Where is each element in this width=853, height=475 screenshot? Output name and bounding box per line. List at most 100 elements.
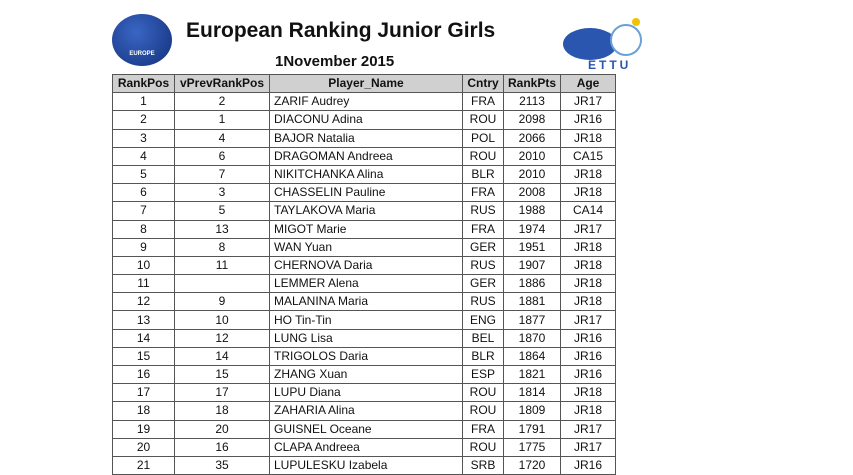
table-cell: JR17 (560, 419, 617, 439)
logo-text: EUROPE (129, 51, 155, 57)
table-cell: 1 (112, 92, 175, 112)
table-row: 9 8 WAN Yuan GER 1951 JR18 (112, 237, 617, 257)
table-cell: LUNG Lisa (269, 328, 463, 348)
table-cell (174, 274, 270, 294)
table-cell: ZHANG Xuan (269, 364, 463, 385)
table-row: 1 2 ZARIF Audrey FRA 2113 JR17 (112, 92, 617, 112)
table-cell: 5 (112, 164, 175, 185)
table-cell: 11 (174, 255, 270, 276)
table-cell: JR17 (560, 219, 617, 239)
table-cell: 1877 (502, 310, 562, 330)
table-cell: 1864 (502, 346, 562, 367)
table-cell: 4 (112, 146, 175, 166)
table-row: 19 20 GUISNEL Oceane FRA 1791 JR17 (112, 419, 617, 439)
table-row: 8 13 MIGOT Marie FRA 1974 JR17 (112, 219, 617, 239)
logo-ball (610, 24, 642, 56)
table-row: 6 3 CHASSELIN Pauline FRA 2008 JR18 (112, 183, 617, 203)
table-cell: 10 (112, 255, 175, 276)
logo-shape (563, 28, 617, 60)
table-cell: 14 (112, 328, 175, 348)
ettu-logo: ETTU (560, 16, 650, 72)
table-row: 18 18 ZAHARIA Alina ROU 1809 JR18 (112, 401, 617, 421)
table-cell: CHASSELIN Pauline (269, 183, 463, 203)
table-row: 12 9 MALANINA Maria RUS 1881 JR18 (112, 292, 617, 312)
table-cell: 11 (112, 274, 175, 294)
table-cell: ROU (462, 110, 504, 130)
table-cell: GUISNEL Oceane (269, 419, 463, 439)
table-cell: LUPU Diana (269, 383, 463, 403)
table-cell: 13 (174, 219, 270, 239)
table-cell: ROU (462, 383, 504, 403)
table-cell: 1881 (502, 292, 562, 312)
table-cell: RUS (462, 255, 504, 276)
table-cell: POL (462, 128, 504, 148)
table-cell: 2010 (502, 164, 562, 185)
table-cell: 35 (174, 455, 270, 475)
table-cell: 16 (112, 364, 175, 385)
table-cell: 12 (174, 328, 270, 348)
table-cell: 7 (112, 201, 175, 221)
table-cell: NIKITCHANKA Alina (269, 164, 463, 185)
table-cell: FRA (462, 419, 504, 439)
table-cell: MIGOT Marie (269, 219, 463, 239)
table-cell: LUPULESKU Izabela (269, 455, 463, 475)
table-cell: JR18 (560, 383, 617, 403)
table-row: 2 1 DIACONU Adina ROU 2098 JR16 (112, 110, 617, 130)
table-cell: 4 (174, 128, 270, 148)
table-cell: BAJOR Natalia (269, 128, 463, 148)
table-cell: 12 (112, 292, 175, 312)
table-cell: 3 (112, 128, 175, 148)
table-cell: 1974 (502, 219, 562, 239)
table-cell: CA14 (560, 201, 617, 221)
table-cell: BLR (462, 164, 504, 185)
table-cell: BLR (462, 346, 504, 367)
table-cell: JR16 (560, 328, 617, 348)
table-cell: SRB (462, 455, 504, 475)
table-cell: GER (462, 274, 504, 294)
page: EUROPE European Ranking Junior Girls 1No… (112, 14, 650, 475)
table-cell: 7 (174, 164, 270, 185)
table-cell: 2010 (502, 146, 562, 166)
table-row: 11 LEMMER Alena GER 1886 JR18 (112, 274, 617, 294)
table-cell: RUS (462, 201, 504, 221)
table-cell: ENG (462, 310, 504, 330)
column-header: Cntry (462, 73, 504, 94)
column-header: RankPos (112, 73, 175, 94)
table-cell: 20 (112, 437, 175, 457)
table-cell: JR18 (560, 274, 617, 294)
table-cell: BEL (462, 328, 504, 348)
table-cell: ROU (462, 401, 504, 421)
table-cell: ROU (462, 437, 504, 457)
table-cell: RUS (462, 292, 504, 312)
table-cell: DRAGOMAN Andreea (269, 146, 463, 166)
table-cell: 1 (174, 110, 270, 130)
table-cell: FRA (462, 92, 504, 112)
table-cell: JR18 (560, 401, 617, 421)
table-cell: 14 (174, 346, 270, 367)
table-row: 21 35 LUPULESKU Izabela SRB 1720 JR16 (112, 455, 617, 475)
table-cell: 15 (174, 364, 270, 385)
table-cell: 6 (112, 183, 175, 203)
table-cell: 6 (174, 146, 270, 166)
table-cell: LEMMER Alena (269, 274, 463, 294)
table-cell: TRIGOLOS Daria (269, 346, 463, 367)
table-cell: JR18 (560, 255, 617, 276)
table-cell: WAN Yuan (269, 237, 463, 257)
table-cell: FRA (462, 219, 504, 239)
table-cell: 1791 (502, 419, 562, 439)
table-cell: 5 (174, 201, 270, 221)
table-cell: 8 (174, 237, 270, 257)
logo-dot (632, 18, 640, 26)
table-cell: 1907 (502, 255, 562, 276)
table-cell: CA15 (560, 146, 617, 166)
column-header: Player_Name (269, 73, 463, 94)
table-cell: 21 (112, 455, 175, 475)
table-row: 16 15 ZHANG Xuan ESP 1821 JR16 (112, 364, 617, 385)
table-row: 14 12 LUNG Lisa BEL 1870 JR16 (112, 328, 617, 348)
table-cell: 2066 (502, 128, 562, 148)
table-cell: 1870 (502, 328, 562, 348)
logo-graphic (563, 18, 642, 60)
table-row: 15 14 TRIGOLOS Daria BLR 1864 JR16 (112, 346, 617, 367)
table-cell: 15 (112, 346, 175, 367)
table-row: 17 17 LUPU Diana ROU 1814 JR18 (112, 383, 617, 403)
